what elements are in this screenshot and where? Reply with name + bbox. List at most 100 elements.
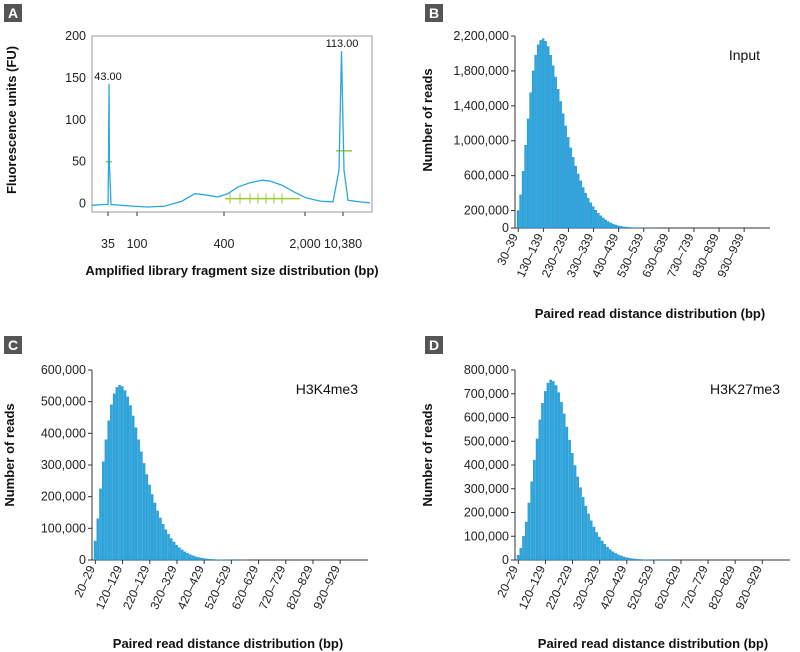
- bar: [197, 557, 200, 561]
- bar: [541, 38, 545, 229]
- y-tick-label: 100,000: [41, 521, 86, 535]
- bar: [569, 147, 572, 229]
- peak-label: 113.00: [326, 38, 359, 50]
- bar: [145, 474, 149, 561]
- y-tick-label: 1,000,000: [453, 134, 509, 148]
- bar: [607, 221, 610, 229]
- y-tick-label: 600,000: [464, 169, 509, 183]
- x-tick-label: 30–39: [494, 231, 521, 267]
- y-tick-label: 0: [79, 197, 86, 211]
- bar: [600, 540, 604, 561]
- y-tick-label: 100,000: [464, 529, 509, 543]
- bar: [602, 217, 605, 229]
- bar: [579, 487, 582, 561]
- bar: [148, 484, 151, 561]
- y-tick-label: 200,000: [464, 506, 509, 520]
- y-tick-label: 50: [72, 155, 86, 169]
- bar: [544, 41, 547, 229]
- bar: [617, 225, 620, 229]
- bar: [604, 219, 608, 229]
- y-tick-label: 0: [502, 221, 509, 235]
- bar: [534, 55, 537, 229]
- bar: [622, 226, 625, 229]
- bar: [576, 476, 579, 561]
- bar: [579, 180, 582, 229]
- panel-label: D: [429, 337, 439, 353]
- y-tick-label: 700,000: [464, 387, 509, 401]
- y-tick-label: 150: [65, 71, 86, 85]
- bar: [533, 460, 536, 561]
- peak-label: 43.00: [94, 71, 122, 83]
- y-tick-label: 1,400,000: [453, 99, 509, 113]
- bar: [516, 210, 520, 229]
- bar: [594, 209, 598, 229]
- fluorescence-trace: [91, 51, 371, 208]
- bar: [539, 40, 542, 229]
- y-tick-label: 500,000: [464, 434, 509, 448]
- bar: [137, 439, 140, 561]
- y-tick-label: 0: [79, 553, 86, 567]
- bar: [529, 92, 532, 229]
- bar: [159, 517, 162, 561]
- bar: [557, 392, 561, 561]
- bar: [99, 488, 102, 561]
- bar: [191, 555, 195, 561]
- bar: [522, 536, 525, 561]
- bar: [150, 494, 154, 561]
- y-tick-label: 300,000: [464, 482, 509, 496]
- bar: [614, 553, 617, 561]
- bar: [210, 559, 214, 561]
- panel-title: Input: [729, 47, 760, 63]
- bar: [565, 426, 569, 561]
- bar: [619, 226, 623, 229]
- y-tick-label: 400,000: [464, 458, 509, 472]
- bar: [180, 549, 184, 561]
- bar: [531, 70, 535, 229]
- bar: [633, 558, 636, 561]
- y-tick-label: 200: [65, 29, 86, 43]
- bar: [597, 213, 600, 229]
- y-tick-label: 500,000: [41, 395, 86, 409]
- bar: [574, 165, 577, 229]
- bar: [636, 559, 639, 561]
- y-tick-label: 600,000: [464, 411, 509, 425]
- bar: [134, 427, 138, 561]
- bar: [516, 555, 520, 561]
- y-axis-title: Fluorescence units (FU): [4, 46, 19, 194]
- bar: [202, 558, 206, 561]
- bar: [142, 463, 146, 561]
- bar: [606, 547, 609, 561]
- bar: [599, 215, 603, 229]
- bar: [564, 125, 567, 229]
- bar: [140, 451, 143, 561]
- x-tick-label: 20–29: [494, 563, 521, 599]
- bar: [611, 551, 615, 561]
- y-tick-label: 200,000: [41, 490, 86, 504]
- bar: [93, 540, 97, 561]
- x-tick-label: 920–929: [310, 563, 343, 612]
- bar: [627, 227, 630, 229]
- bar: [546, 382, 550, 561]
- bar: [183, 551, 187, 561]
- bar: [627, 557, 631, 561]
- panel-title: H3K4me3: [296, 381, 358, 397]
- bar: [577, 173, 580, 229]
- panel-label: A: [8, 5, 18, 21]
- bar: [572, 157, 575, 229]
- panel-label-badge: [425, 336, 443, 354]
- bar: [121, 386, 124, 561]
- bar: [554, 385, 558, 561]
- bar: [112, 393, 116, 561]
- y-tick-label: 800,000: [464, 363, 509, 377]
- bar: [549, 55, 552, 229]
- bar: [614, 224, 618, 229]
- x-tick-label: 35: [101, 237, 115, 251]
- bar: [194, 556, 198, 561]
- bar: [546, 46, 550, 229]
- bar: [549, 379, 552, 561]
- bar: [584, 505, 588, 561]
- panel-a: A 200 150 100 50 0 Fluorescence units (FU) Ampl…: [4, 4, 379, 278]
- bar: [115, 387, 119, 561]
- y-tick-label: 2,200,000: [453, 29, 509, 43]
